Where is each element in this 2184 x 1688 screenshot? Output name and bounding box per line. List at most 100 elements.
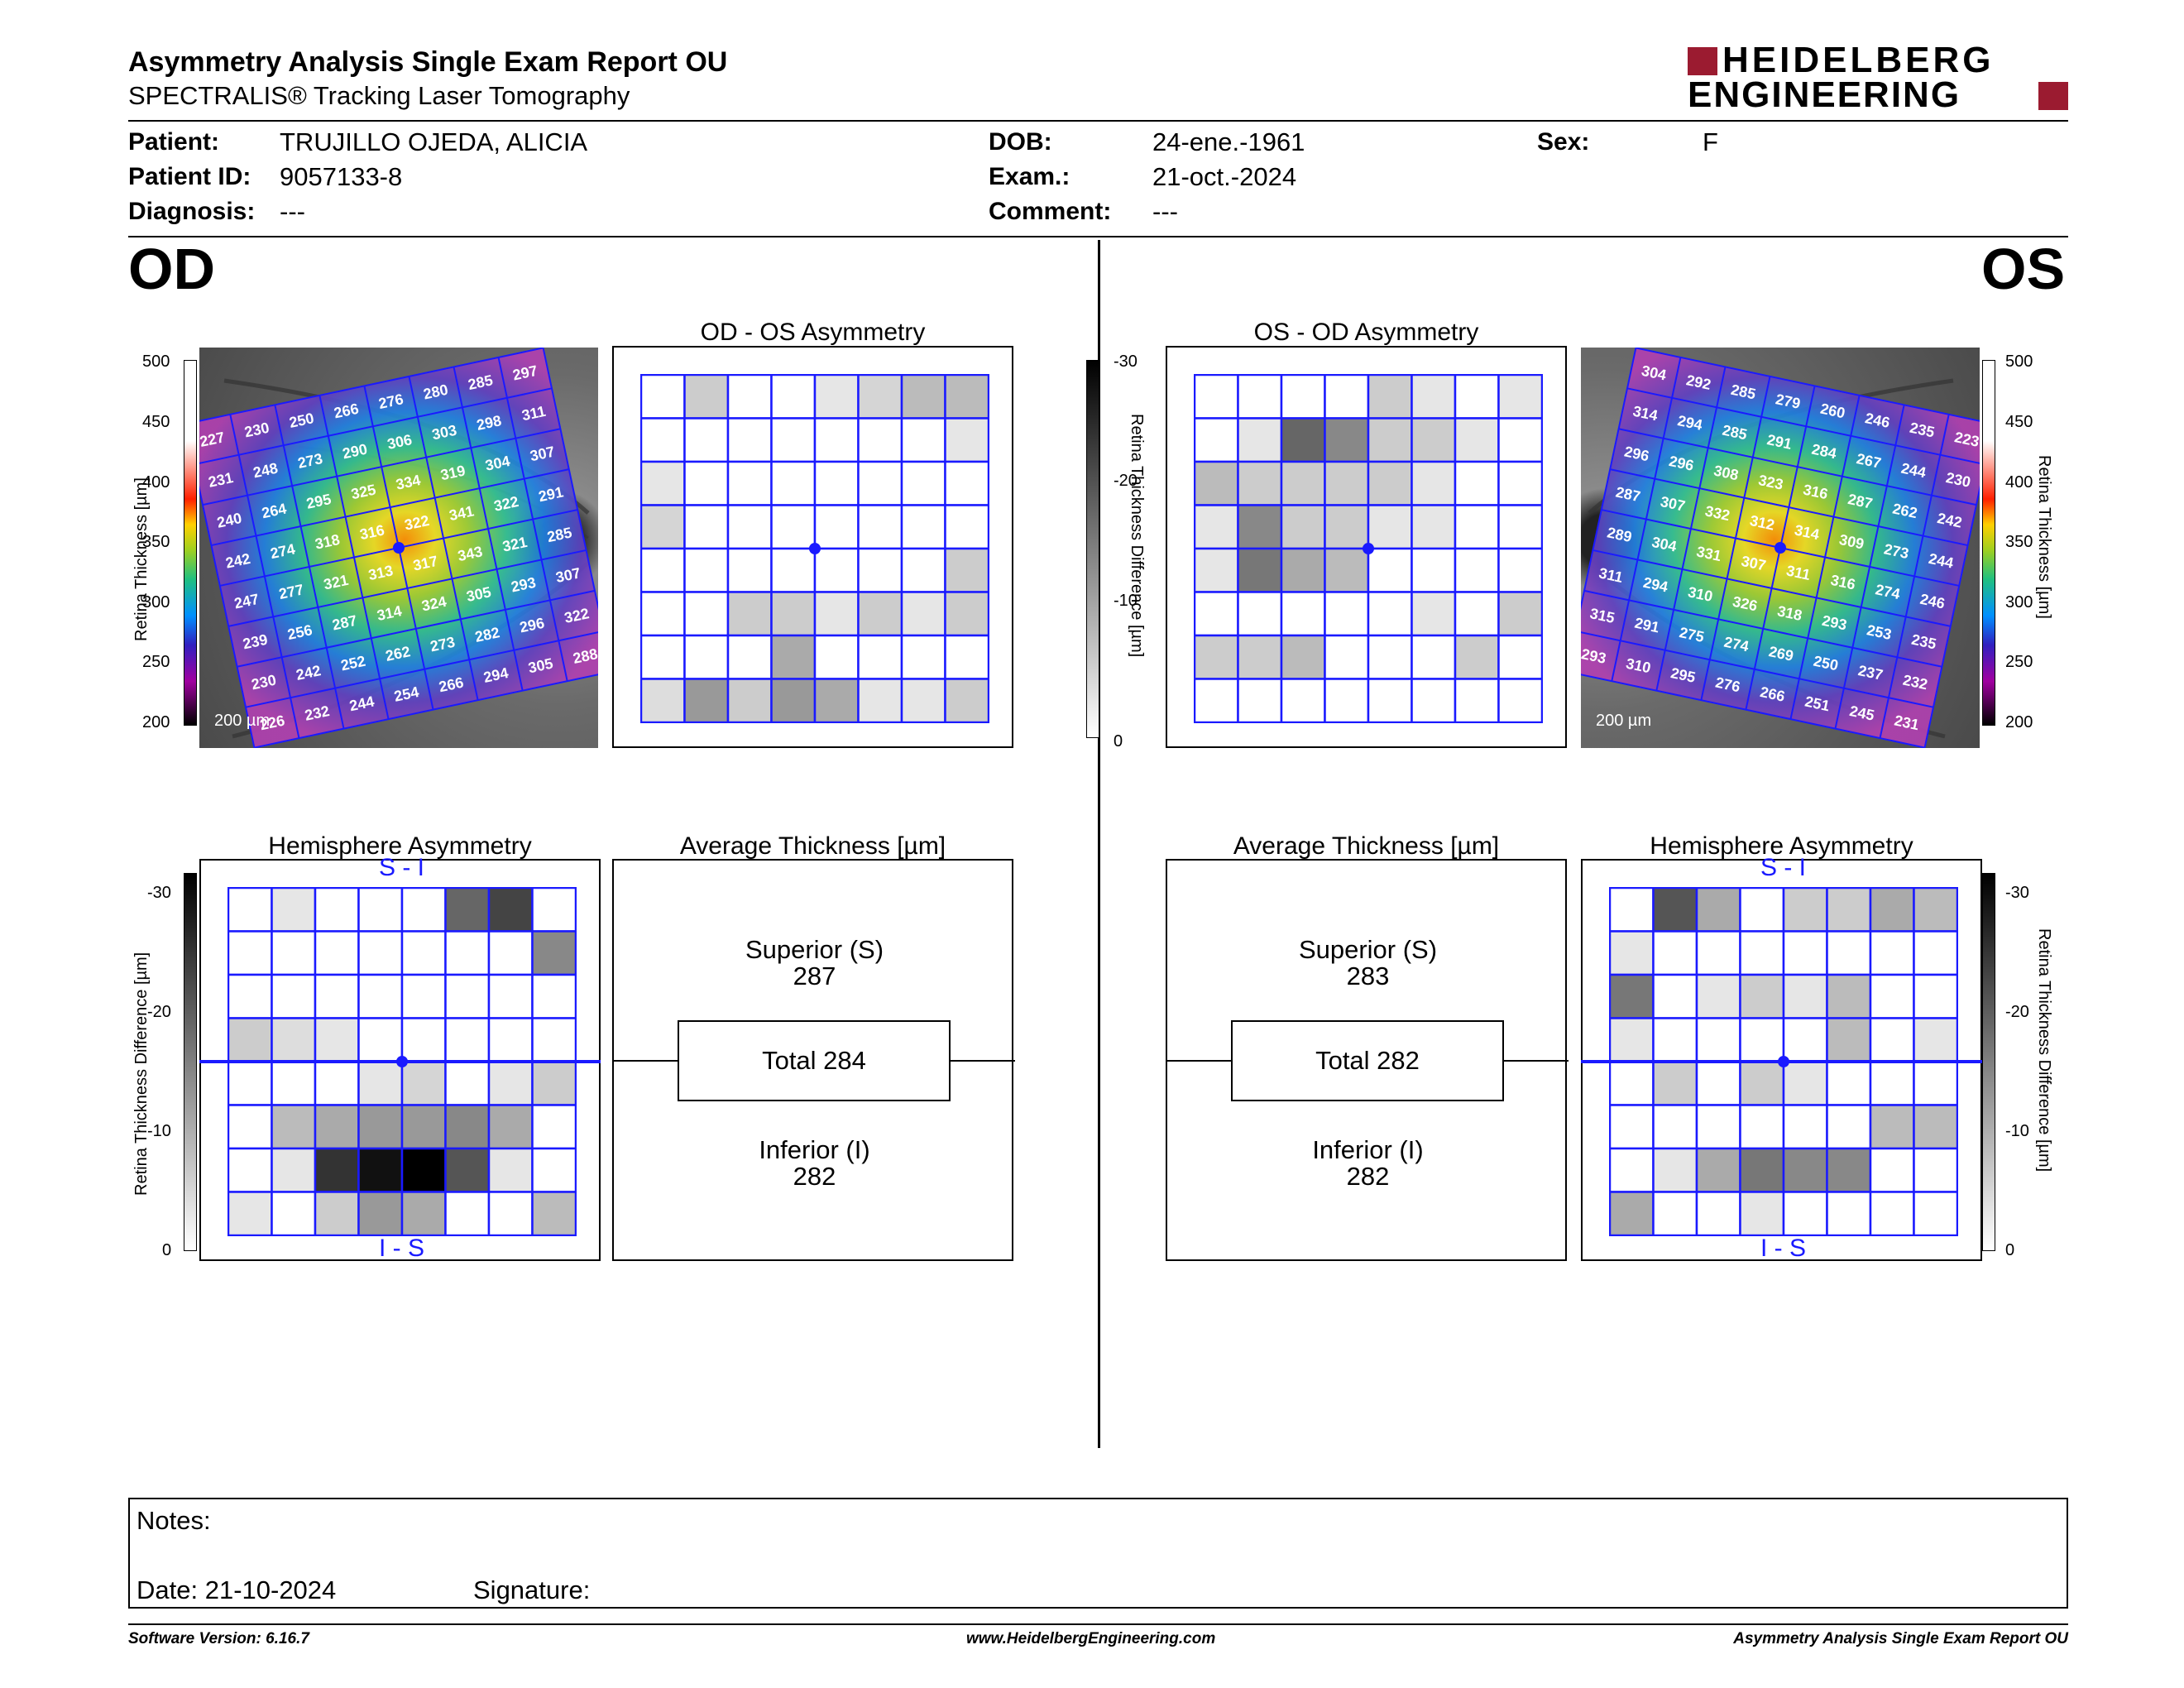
od-hemi-diff-scale: -30 -20 -10 0 Retina Thickness Differenc… (132, 869, 199, 1259)
os-hemi-grid (1609, 887, 1958, 1236)
os-hemi-cell (1869, 930, 1915, 976)
od-hemi-cell (357, 1017, 404, 1063)
os-asym-cell (1280, 678, 1326, 723)
os-hemi-cell (1913, 1017, 1958, 1063)
os-hemi-cell (1913, 1060, 1958, 1106)
os-hemi-cell (1913, 1104, 1958, 1150)
od-asym-cell (944, 634, 989, 680)
od-hemi-cell (444, 930, 491, 976)
os-asym-cell (1410, 591, 1457, 637)
os-hemi-cell (1695, 1191, 1741, 1236)
os-hemi-diff-scale: -30 -20 -10 0 Retina Thickness Differenc… (1980, 869, 2055, 1259)
od-asym-cell (726, 678, 773, 723)
os-asym-cell (1237, 547, 1283, 593)
od-hemi-cell (271, 1191, 317, 1236)
od-hemi-axis-label: Retina Thickness Difference [µm] (132, 952, 151, 1196)
os-asym-cell (1497, 591, 1543, 637)
od-asym-cell (813, 504, 860, 550)
os-hemi-cell (1913, 887, 1958, 933)
od-sector-grid (199, 348, 598, 748)
os-hemi-cell (1826, 1147, 1872, 1193)
od-tick-500: 500 (142, 352, 170, 371)
notes-box[interactable]: Notes: Date: 21-10-2024 Signature: (128, 1498, 2068, 1609)
od-hemi-cell (487, 1017, 534, 1063)
od-hemi-cell (228, 1060, 273, 1106)
comment-label: Comment: (989, 198, 1112, 225)
od-hemi-cell (400, 887, 447, 933)
od-asym-cell (857, 547, 903, 593)
footer-software: Software Version: 6.16.7 (128, 1630, 309, 1647)
os-hemi-cell (1826, 887, 1872, 933)
sex-label: Sex: (1537, 128, 1590, 156)
os-asym-cell (1324, 634, 1370, 680)
od-hemi-cell (531, 930, 577, 976)
os-tick-250: 250 (2005, 653, 2033, 671)
footer-website[interactable]: www.HeidelbergEngineering.com (966, 1630, 1216, 1647)
od-grid-line (228, 549, 587, 627)
od-asym-cell (857, 374, 903, 420)
od-hemi-cell (314, 1104, 360, 1150)
od-hemi-cell (314, 1017, 360, 1063)
os-avg-title: Average Thickness [µm] (1233, 832, 1500, 860)
od-asym-cell (726, 634, 773, 680)
od-asym-cell (857, 678, 903, 723)
os-hemi-cell (1869, 973, 1915, 1019)
os-asym-cell (1280, 374, 1326, 420)
os-tick-500: 500 (2005, 352, 2033, 371)
od-asym-cell (683, 591, 730, 637)
od-asym-cell (857, 460, 903, 506)
os-thickness-scale: 500 450 400 350 300 250 200 Retina Thick… (1980, 352, 2055, 741)
os-asym-cell (1237, 504, 1283, 550)
os-asym-cell (1454, 504, 1500, 550)
od-asym-cell (726, 460, 773, 506)
patient-id-value: 9057133-8 (280, 162, 403, 191)
od-asym-cell (770, 547, 817, 593)
od-scale-bar: 200 µm (214, 712, 271, 730)
os-asym-cell (1237, 374, 1283, 420)
diagnosis-label: Diagnosis: (128, 198, 256, 225)
od-asym-cell (683, 460, 730, 506)
os-asym-cell (1497, 417, 1543, 463)
os-inferior-value: 282 (1346, 1162, 1390, 1191)
os-hemi-cell (1869, 1191, 1915, 1236)
od-tick-350: 350 (142, 533, 170, 551)
os-hemi-cell (1739, 1104, 1785, 1150)
os-hemi-cell (1652, 1060, 1698, 1106)
os-asym-cell (1324, 591, 1370, 637)
os-asym-cell (1194, 678, 1239, 723)
os-asym-cell (1454, 374, 1500, 420)
os-hemi-cell (1609, 1017, 1655, 1063)
os-tick-400: 400 (2005, 473, 2033, 492)
os-grid-line (1789, 395, 1861, 720)
od-hemi-cell (531, 973, 577, 1019)
os-asym-grid (1194, 374, 1543, 723)
os-hemi-cell (1826, 930, 1872, 976)
center-diff-tick-30: -30 (1114, 352, 1138, 371)
date-label: Date: 21-10-2024 (136, 1575, 337, 1604)
od-hemi-cell (314, 1060, 360, 1106)
notes-label: Notes: (136, 1506, 211, 1535)
center-divider (1098, 240, 1100, 1448)
od-hemi-cell (444, 1017, 491, 1063)
center-diff-axis-label: Retina Thickness Difference [µm] (1128, 414, 1146, 658)
os-hemi-cell (1782, 1017, 1828, 1063)
od-hemi-title: Hemisphere Asymmetry (268, 832, 532, 860)
os-hemi-cell (1869, 887, 1915, 933)
od-grid-line (497, 357, 568, 682)
os-hemi-cell (1739, 973, 1785, 1019)
logo-line2: ENGINEERING (1688, 74, 1961, 115)
os-asym-cell (1454, 678, 1500, 723)
os-hemi-panel: S - I I - S (1581, 854, 1982, 1262)
os-asym-cell (1410, 460, 1457, 506)
od-hemi-cell (487, 1147, 534, 1193)
os-grid-line (1923, 424, 1980, 748)
od-asym-cell (857, 417, 903, 463)
os-asym-cell (1237, 591, 1283, 637)
os-grid-line (1583, 589, 1942, 668)
od-grid-line (254, 670, 598, 748)
od-grid-line (245, 630, 598, 708)
od-asym-cell (726, 547, 773, 593)
os-asym-cell (1324, 547, 1370, 593)
os-tick-350: 350 (2005, 533, 2033, 551)
os-hemi-cell (1782, 1104, 1828, 1150)
